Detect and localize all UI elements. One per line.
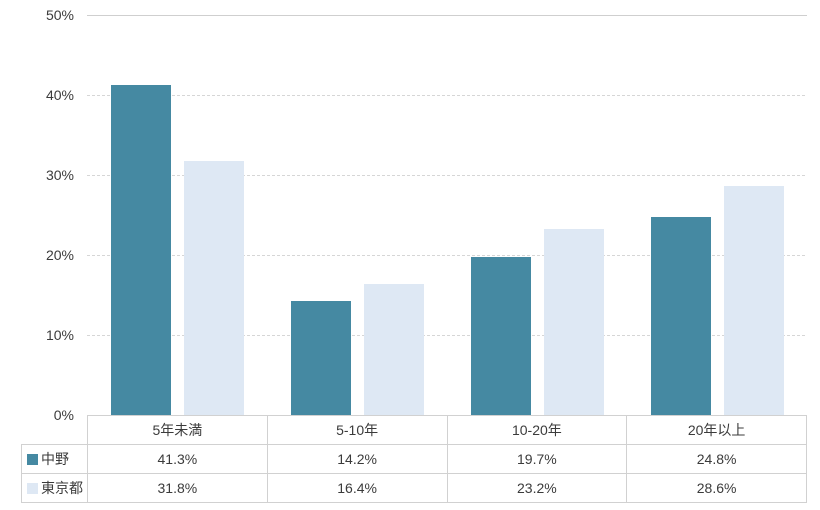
value-cell: 23.2% [446, 473, 628, 503]
category-header: 5-10年 [266, 415, 448, 445]
series-label-cell: 中野 [21, 444, 88, 474]
table-row-nakano: 中野 41.3% 14.2% 19.7% 24.8% [21, 444, 807, 474]
table-row-tokyo: 東京都 31.8% 16.4% 23.2% 28.6% [21, 473, 807, 503]
bar-group-3 [447, 15, 627, 415]
gridline-40% [87, 95, 807, 96]
y-tick-label-0%: 0% [53, 407, 74, 423]
series-name: 中野 [41, 451, 69, 467]
category-header: 10-20年 [446, 415, 628, 445]
legend-swatch [27, 483, 38, 494]
y-tick-label-40%: 40% [45, 87, 74, 103]
bar-group-2 [267, 15, 447, 415]
series-name: 東京都 [41, 480, 83, 496]
bar-中野-5年未満 [110, 84, 171, 415]
value-cell: 24.8% [626, 444, 807, 474]
bar-東京都-5年未満 [183, 160, 244, 415]
table-header-row: 5年未満 5-10年 10-20年 20年以上 [22, 415, 807, 445]
category-header: 20年以上 [626, 415, 807, 445]
bar-groups [87, 15, 807, 415]
plot-area [87, 15, 807, 415]
value-cell: 19.7% [446, 444, 628, 474]
bar-中野-10-20年 [470, 257, 531, 415]
legend-swatch [27, 454, 38, 465]
bar-中野-20年以上 [650, 216, 711, 415]
y-tick-label-50%: 50% [45, 7, 74, 23]
category-header: 5年未満 [87, 415, 268, 445]
y-tick-label-10%: 10% [45, 327, 74, 343]
gridline-10% [87, 335, 807, 336]
gridline-30% [87, 175, 807, 176]
data-table: 5年未満 5-10年 10-20年 20年以上 中野 41.3% 14.2% 1… [21, 415, 807, 503]
value-cell: 41.3% [87, 444, 268, 474]
value-cell: 31.8% [87, 473, 268, 503]
bar-東京都-5-10年 [363, 283, 424, 415]
series-label-cell: 東京都 [21, 473, 88, 503]
bar-中野-5-10年 [290, 301, 351, 415]
value-cell: 16.4% [266, 473, 448, 503]
bar-group-4 [627, 15, 807, 415]
bar-東京都-20年以上 [723, 186, 784, 415]
y-axis: 0% 10% 20% 30% 40% 50% [0, 7, 74, 423]
gridline-50% [87, 15, 807, 16]
y-tick-label-30%: 30% [45, 167, 74, 183]
value-cell: 14.2% [266, 444, 448, 474]
value-cell: 28.6% [626, 473, 807, 503]
bar-東京都-10-20年 [543, 229, 604, 415]
gridline-20% [87, 255, 807, 256]
y-tick-label-20%: 20% [45, 247, 74, 263]
table-corner-cell [22, 416, 88, 445]
bar-group-1 [87, 15, 267, 415]
